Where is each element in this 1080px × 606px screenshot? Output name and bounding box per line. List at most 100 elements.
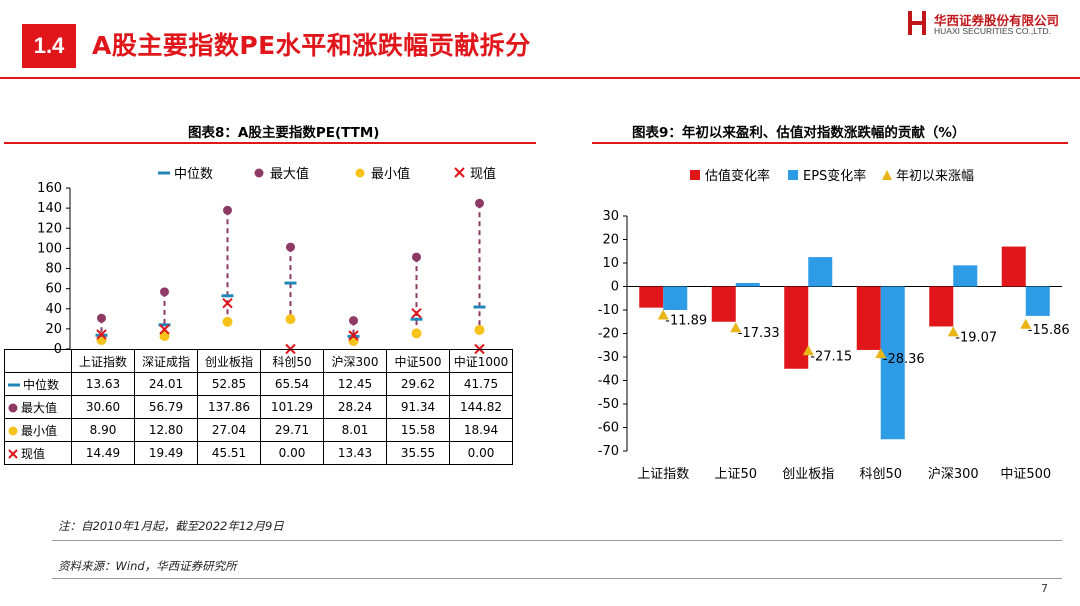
table-cell: 8.90 <box>71 418 135 442</box>
legend-eps-marker <box>788 170 798 180</box>
pe-current-stroke <box>411 308 422 319</box>
table-cell: 24.01 <box>134 372 198 396</box>
eps-bar <box>953 265 978 287</box>
pe-y-tick-label: 140 <box>37 201 62 216</box>
table-row-max: 最大值 30.60 56.79 137.86 101.29 28.24 91.3… <box>4 395 513 419</box>
contribution-x-tick-label: 沪深300 <box>928 466 979 482</box>
contribution-chart-marks: -11.89 -17.33 -27.15 -28.36 -19.07 -15.86 <box>639 246 1070 440</box>
legend-current-marker <box>454 167 465 178</box>
pe-current-stroke <box>96 329 107 340</box>
legend-valuation-marker <box>690 170 700 180</box>
legend-current-label: 现值 <box>470 166 496 182</box>
table-cell: 27.04 <box>197 418 261 442</box>
left-chart-title-rule <box>4 142 536 144</box>
pe-min-point <box>411 328 422 339</box>
table-row-label: 现值 <box>4 441 72 465</box>
legend-ytd-marker <box>882 170 892 180</box>
pe-max-point <box>223 205 232 215</box>
table-row-current: 现值 14.49 19.49 45.51 0.00 13.43 35.55 0.… <box>4 441 513 465</box>
pe-chart-marks <box>95 198 486 355</box>
contribution-y-tick-label: 0 <box>611 280 619 295</box>
pe-max-point <box>349 316 358 326</box>
eps-bar <box>880 286 905 440</box>
pe-y-tick-label: 20 <box>45 322 62 337</box>
pe-chart-legend: 中位数 最大值 最小值 现值 <box>158 166 496 182</box>
table-cell: 52.85 <box>197 372 261 396</box>
data-source: 资料来源：Wind，华西证券研究所 <box>58 559 237 573</box>
table-cell: 29.71 <box>260 418 324 442</box>
pe-min-point <box>285 314 296 325</box>
table-cell: 137.86 <box>197 395 261 419</box>
table-row-label: 最大值 <box>4 395 72 419</box>
table-header-row: 上证指数 深证成指 创业板指 科创50 沪深300 中证500 中证1000 <box>4 349 513 373</box>
ytd-return-point <box>875 348 887 359</box>
table-cell: 28.24 <box>323 395 387 419</box>
ytd-return-data-label: -15.86 <box>1028 323 1070 338</box>
table-cell: 29.62 <box>386 372 450 396</box>
pe-y-tick-label: 120 <box>37 221 62 236</box>
contribution-y-tick-label: -50 <box>598 397 619 412</box>
median-marker-icon <box>8 383 20 387</box>
legend-ytd-label: 年初以来涨幅 <box>896 169 974 184</box>
table-cell: 14.49 <box>71 441 135 465</box>
ytd-return-data-label: -27.15 <box>810 349 852 364</box>
pe-max-point <box>286 242 295 252</box>
current-marker-icon <box>8 449 18 459</box>
table-cell: 30.60 <box>71 395 135 419</box>
legend-median-label: 中位数 <box>174 167 213 182</box>
table-cell: 56.79 <box>134 395 198 419</box>
table-cell: 0.00 <box>449 441 513 465</box>
pe-current-point <box>222 297 233 309</box>
table-cell: 65.54 <box>260 372 324 396</box>
contribution-y-tick-label: 20 <box>602 233 619 248</box>
contribution-y-tick-label: -20 <box>598 327 619 342</box>
min-marker-icon <box>8 426 18 436</box>
pe-data-table: 上证指数 深证成指 创业板指 科创50 沪深300 中证500 中证1000 中… <box>4 349 513 465</box>
ytd-return-point <box>947 326 959 337</box>
table-col-header: 创业板指 <box>197 349 261 373</box>
valuation-bar <box>929 286 954 327</box>
table-cell: 101.29 <box>260 395 324 419</box>
valuation-bar <box>1001 246 1026 287</box>
table-cell: 13.63 <box>71 372 135 396</box>
ytd-return-data-label: -28.36 <box>883 352 925 367</box>
pe-y-tick-label: 100 <box>37 241 62 256</box>
legend-max-marker <box>254 168 264 178</box>
section-number-badge: 1.4 <box>22 24 76 68</box>
legend-eps-label: EPS变化率 <box>803 168 866 184</box>
contribution-y-tick-label: -40 <box>598 374 619 389</box>
ytd-return-data-label: -17.33 <box>738 326 780 341</box>
table-cell: 18.94 <box>449 418 513 442</box>
page-title: A股主要指数PE水平和涨跌幅贡献拆分 <box>92 31 531 60</box>
table-cell: 12.45 <box>323 372 387 396</box>
footer-divider-bottom <box>52 578 1062 579</box>
table-col-header: 中证1000 <box>449 349 513 373</box>
company-logo: 华西证券股份有限公司 HUAXI SECURITIES CO.,LTD. <box>906 8 1066 42</box>
logo-name-cn: 华西证券股份有限公司 <box>934 13 1060 28</box>
contribution-chart-legend: 估值变化率 EPS变化率 年初以来涨幅 <box>690 168 974 184</box>
table-cell: 12.80 <box>134 418 198 442</box>
footer-divider <box>52 540 1062 541</box>
left-chart-title: 图表8：A股主要指数PE(TTM) <box>188 125 380 141</box>
pe-current-point <box>96 329 107 340</box>
ytd-return-point <box>1020 318 1032 329</box>
pe-y-axis: 0 20 40 60 80 100 120 140 160 <box>37 181 71 355</box>
contribution-x-tick-label: 上证指数 <box>637 467 689 482</box>
table-col-header: 深证成指 <box>134 349 198 373</box>
table-col-header: 中证500 <box>386 349 450 373</box>
legend-max-label: 最大值 <box>270 166 309 182</box>
eps-bar <box>663 286 688 310</box>
contribution-y-axis: 30 20 10 0 -10 -20 -30 -40 -50 -60 -70 上证指数 上证50 创业板指… <box>598 209 1062 482</box>
contribution-x-tick-label: 科创50 <box>859 467 902 482</box>
eps-bar <box>1025 286 1050 316</box>
legend-min-marker <box>355 168 365 178</box>
valuation-bar <box>784 286 809 369</box>
pe-range-chart: 中位数 最大值 最小值 现值 0 20 40 60 80 100 120 140 160 <box>37 166 496 355</box>
ytd-return-data-label: -19.07 <box>955 330 997 345</box>
table-col-header: 科创50 <box>260 349 324 373</box>
eps-bar <box>735 282 760 287</box>
table-cell: 35.55 <box>386 441 450 465</box>
valuation-bar <box>639 286 664 308</box>
contribution-y-tick-label: 10 <box>602 256 619 271</box>
table-cell: 41.75 <box>449 372 513 396</box>
